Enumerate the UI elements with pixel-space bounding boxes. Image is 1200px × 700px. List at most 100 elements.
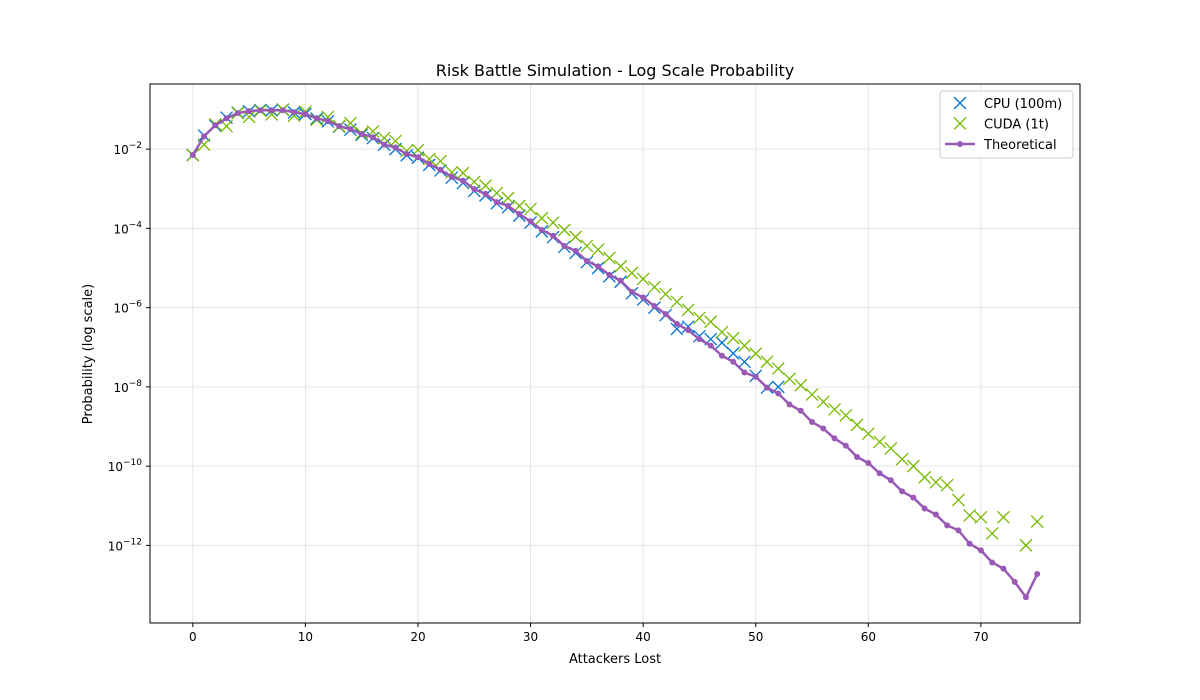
data-point [899,488,906,495]
data-point [572,247,579,254]
data-point [996,510,1010,524]
data-point [929,475,943,489]
data-point [257,107,264,114]
data-point [726,331,740,345]
data-point [673,320,680,327]
data-point [820,425,827,432]
data-point [715,336,729,350]
data-point [873,435,887,449]
series-cpu-100m- [186,103,785,395]
data-point [726,346,740,360]
data-point [538,226,545,233]
data-point [490,186,504,200]
data-point [715,325,729,339]
data-point [640,294,647,301]
legend-label: CPU (100m) [984,97,1062,112]
data-point [535,211,549,225]
data-point [895,452,909,466]
data-point [347,126,354,133]
x-axis: 0 10 20 30 40 50 60 70 [189,623,989,644]
data-point [839,409,853,422]
data-point [524,202,538,216]
series-cuda-1t- [186,103,1044,552]
y-tick-label: 10−6 [113,300,142,316]
data-point [411,143,425,157]
data-point [189,152,196,159]
data-point [426,161,433,168]
x-tick-label: 0 [189,630,197,644]
x-tick-label: 50 [748,630,763,644]
data-point [617,277,624,284]
data-point [460,177,467,184]
data-point [738,339,751,353]
data-point [704,315,718,329]
legend-label: CUDA (1t) [984,118,1049,133]
data-point [752,373,759,380]
data-point [685,327,692,334]
data-point [1000,565,1007,572]
data-point [369,134,376,141]
x-tick-label: 40 [636,630,651,644]
data-point [388,134,402,148]
data-point [760,355,774,369]
data-point [636,272,650,286]
legend-label: Theoretical [983,138,1057,153]
data-point [569,230,583,244]
data-point [842,442,849,449]
y-axis-label: Probability (log scale) [81,284,96,424]
legend-marker [953,117,967,130]
data-point [707,342,714,349]
data-point [268,107,275,114]
data-point [212,122,219,129]
data-point [771,362,785,376]
data-point [403,151,410,158]
data-point [887,477,894,484]
data-point [527,218,534,225]
data-point [625,266,639,280]
data-point [783,372,796,386]
legend: CPU (100m) CUDA (1t) Theoretical [939,90,1074,159]
data-point [302,111,309,118]
x-tick-label: 20 [410,630,425,644]
data-point [234,110,241,117]
y-tick-label: 10−8 [113,379,142,395]
y-tick-label: 10−12 [108,537,142,553]
data-point [647,280,661,294]
data-point [434,154,447,168]
legend-marker-dot [957,141,963,147]
data-point [279,107,286,114]
data-point [865,459,872,466]
data-point [1019,538,1033,552]
legend-item: CUDA (1t) [953,117,1049,133]
data-point [910,494,917,501]
data-point [659,287,673,301]
data-point [445,165,459,179]
chart-title: Risk Battle Simulation - Log Scale Proba… [436,61,795,80]
theoretical-line [191,108,1039,600]
data-point [1030,515,1044,528]
data-point [392,144,399,151]
x-tick-label: 30 [523,630,538,644]
data-point [479,179,492,193]
data-point [482,190,489,197]
data-point [602,251,616,265]
data-point [944,522,951,529]
series-layer [186,103,1044,601]
data-point [775,390,782,397]
data-point [940,478,954,492]
data-point [628,288,635,295]
data-point [738,355,751,369]
data-point [951,493,965,507]
y-tick-label: 10−4 [113,220,142,236]
data-point [651,302,658,309]
data-point [201,133,208,140]
data-point [816,395,830,409]
legend-marker [953,96,967,110]
data-point [809,418,816,425]
data-point [291,109,298,116]
data-point [501,191,515,205]
data-point [805,388,819,402]
data-point [985,526,999,540]
data-point [546,216,560,230]
